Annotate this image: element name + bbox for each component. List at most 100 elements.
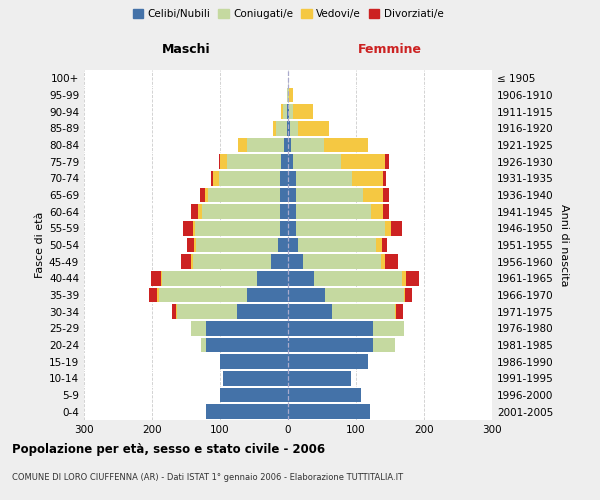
Bar [200,188,205,202]
Bar [159,288,247,302]
Bar [292,138,324,152]
Bar [288,288,325,302]
Bar [352,171,383,186]
Bar [314,271,402,285]
Bar [288,204,296,219]
Bar [220,388,288,402]
Bar [287,88,288,102]
Bar [198,204,202,219]
Bar [385,154,389,169]
Text: Maschi: Maschi [161,43,211,56]
Bar [227,154,281,169]
Bar [376,238,382,252]
Bar [385,254,398,269]
Bar [406,271,419,285]
Bar [247,288,288,302]
Bar [290,121,298,136]
Bar [237,304,288,319]
Bar [273,121,277,136]
Bar [278,238,288,252]
Bar [288,388,361,402]
Bar [205,188,208,202]
Bar [284,138,288,152]
Bar [303,254,381,269]
Bar [283,104,287,119]
Bar [193,254,271,269]
Bar [202,204,280,219]
Bar [161,271,162,285]
Bar [206,321,288,336]
Bar [280,171,288,186]
Legend: Celibi/Nubili, Coniugati/e, Vedovi/e, Divorziati/e: Celibi/Nubili, Coniugati/e, Vedovi/e, Di… [128,5,448,24]
Bar [296,204,371,219]
Bar [181,254,191,269]
Text: Femmine: Femmine [358,43,422,56]
Bar [288,371,350,386]
Bar [193,221,195,236]
Bar [288,221,296,236]
Bar [289,88,293,102]
Bar [288,354,368,369]
Bar [293,154,341,169]
Bar [296,171,352,186]
Bar [281,104,283,119]
Bar [325,288,404,302]
Bar [271,254,288,269]
Bar [396,304,403,319]
Bar [383,204,389,219]
Text: COMUNE DI LORO CIUFFENNA (AR) - Dati ISTAT 1° gennaio 2006 - Elaborazione TUTTIT: COMUNE DI LORO CIUFFENNA (AR) - Dati IST… [12,472,403,482]
Bar [373,338,395,352]
Bar [206,404,288,419]
Text: Popolazione per età, sesso e stato civile - 2006: Popolazione per età, sesso e stato civil… [12,442,325,456]
Bar [280,204,288,219]
Bar [371,204,383,219]
Bar [288,88,289,102]
Bar [383,188,389,202]
Bar [288,104,289,119]
Bar [288,121,290,136]
Bar [172,304,176,319]
Bar [238,138,247,152]
Bar [247,138,284,152]
Bar [187,238,194,252]
Bar [405,288,412,302]
Bar [288,321,373,336]
Bar [280,221,288,236]
Bar [213,171,218,186]
Bar [332,304,395,319]
Bar [220,154,227,169]
Bar [196,238,278,252]
Bar [288,238,298,252]
Bar [288,304,332,319]
Bar [324,138,368,152]
Bar [223,371,288,386]
Bar [195,221,280,236]
Bar [288,254,303,269]
Bar [382,238,387,252]
Bar [298,121,329,136]
Bar [289,104,293,119]
Bar [194,238,196,252]
Bar [191,254,193,269]
Bar [218,171,280,186]
Bar [280,188,288,202]
Bar [162,271,257,285]
Bar [151,271,161,285]
Bar [220,354,288,369]
Bar [385,221,391,236]
Bar [257,271,288,285]
Bar [288,404,370,419]
Bar [191,204,198,219]
Bar [208,188,280,202]
Bar [373,321,404,336]
Bar [383,171,386,186]
Y-axis label: Fasce di età: Fasce di età [35,212,45,278]
Bar [287,121,288,136]
Bar [149,288,157,302]
Bar [296,221,385,236]
Bar [288,138,292,152]
Y-axis label: Anni di nascita: Anni di nascita [559,204,569,286]
Bar [288,171,296,186]
Bar [211,171,213,186]
Bar [395,304,396,319]
